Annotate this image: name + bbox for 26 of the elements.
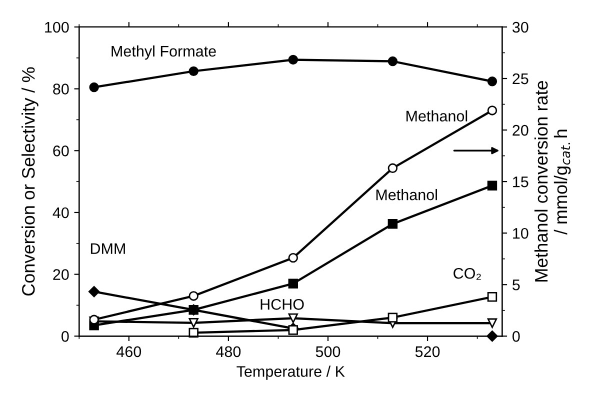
y-tick-label: 100 (45, 22, 69, 33)
x-tick-label: 520 (415, 346, 440, 358)
y-tick-label: 20 (53, 269, 69, 280)
y-tick-label: 60 (53, 146, 69, 156)
series-label: Methanol (376, 189, 437, 200)
y2-tick-label: 30 (512, 22, 528, 33)
series-label: Methanol (406, 110, 468, 122)
y2-tick-label: 15 (513, 176, 528, 188)
series-label: Methyl Formate (112, 45, 216, 60)
y2-tick-label: 5 (512, 280, 520, 290)
y2-tick-label: 10 (513, 228, 528, 239)
y2-tick-label: 25 (512, 73, 528, 84)
y2-axis-title: Methanol conversion rate / mmol/g$_{cat.}$h (534, 80, 571, 282)
x-tick-label: 480 (216, 346, 241, 358)
y-tick-label: 40 (52, 207, 69, 218)
y2-tick-label: 20 (512, 124, 528, 136)
series-label: CO₂ (454, 268, 481, 280)
y-tick-label: 80 (53, 84, 69, 94)
x-tick-label: 500 (316, 346, 340, 358)
y2-tick-label: 0 (512, 331, 520, 342)
x-axis-title: Temperature / K (236, 366, 345, 380)
x-tick-label: 460 (116, 346, 142, 358)
y-axis-title: Conversion or Selectivity / % (22, 67, 38, 296)
series-label: HCHO (260, 299, 304, 310)
text: DMM (90, 243, 125, 254)
y-tick-label: 0 (62, 331, 69, 342)
